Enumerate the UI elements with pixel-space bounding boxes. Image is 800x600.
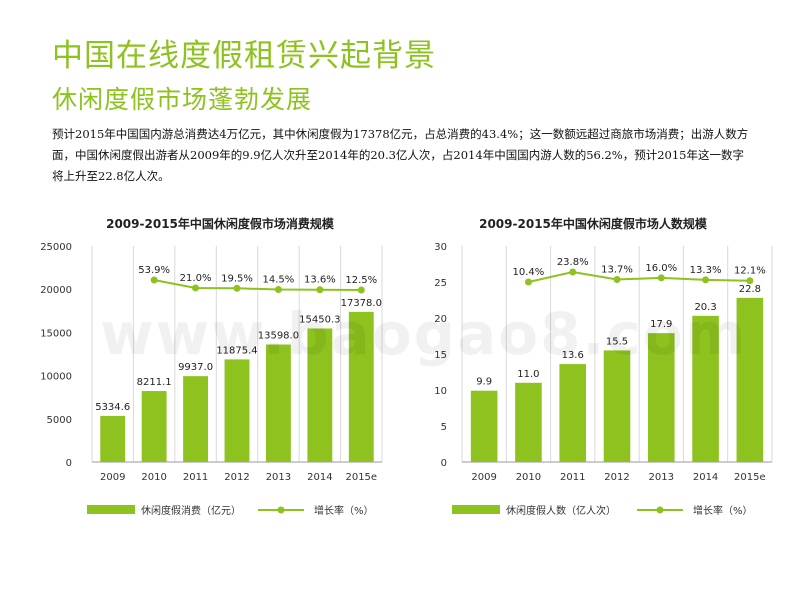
- x-tick-label: 2014: [307, 472, 332, 483]
- x-tick-label: 2011: [560, 472, 585, 483]
- bar-value-label: 5334.6: [95, 402, 130, 413]
- growth-point: [746, 277, 754, 285]
- chart-title: 2009-2015年中国休闲度假市场人数规模: [479, 216, 708, 231]
- growth-label: 16.0%: [645, 263, 677, 274]
- legend-line-marker: [656, 506, 664, 514]
- legend-line-label: 增长率（%）: [693, 504, 753, 517]
- chart-title: 2009-2015年中国休闲度假市场消费规模: [106, 216, 335, 231]
- legend-line-label: 增长率（%）: [314, 504, 374, 517]
- growth-label: 19.5%: [221, 273, 253, 284]
- y-tick-label: 30: [434, 242, 447, 253]
- growth-label: 21.0%: [180, 273, 212, 284]
- x-tick-label: 2015e: [345, 472, 377, 483]
- bar-value-label: 9937.0: [178, 362, 213, 373]
- y-tick-label: 25: [434, 278, 447, 289]
- bar-value-label: 17.9: [650, 319, 672, 330]
- y-tick-label: 5: [441, 422, 447, 433]
- bar-value-label: 11.0: [517, 369, 539, 380]
- growth-label: 53.9%: [138, 265, 170, 276]
- growth-point: [150, 276, 158, 284]
- growth-point: [357, 286, 365, 294]
- bar: [100, 415, 126, 462]
- bar-value-label: 20.3: [694, 302, 716, 313]
- y-tick-label: 15000: [40, 328, 72, 339]
- legend-bar-swatch: [87, 505, 135, 514]
- x-tick-label: 2014: [693, 472, 718, 483]
- bar: [470, 390, 498, 462]
- growth-point: [524, 278, 532, 286]
- bar: [307, 328, 333, 462]
- y-tick-label: 20: [434, 314, 447, 325]
- y-tick-label: 5000: [47, 415, 72, 426]
- growth-point: [192, 284, 200, 292]
- bar-value-label: 9.9: [476, 377, 492, 388]
- page-title: 中国在线度假租赁兴起背景: [52, 38, 436, 74]
- growth-label: 14.5%: [263, 275, 295, 286]
- x-tick-label: 2009: [471, 472, 496, 483]
- bar: [348, 311, 374, 462]
- bar-value-label: 13.6: [562, 350, 584, 361]
- bar: [141, 391, 167, 462]
- bar: [603, 350, 631, 462]
- legend-line-marker: [277, 506, 285, 514]
- growth-point: [233, 284, 241, 292]
- page-subtitle: 休闲度假市场蓬勃发展: [52, 85, 313, 114]
- x-tick-label: 2010: [516, 472, 541, 483]
- bar: [692, 315, 719, 462]
- bar-value-label: 8211.1: [137, 377, 172, 388]
- growth-point: [569, 268, 577, 276]
- y-tick-label: 10000: [40, 372, 72, 383]
- growth-label: 13.6%: [304, 275, 336, 286]
- watermark: www.baogao8.com: [100, 300, 748, 368]
- growth-label: 12.1%: [734, 266, 766, 277]
- bar-value-label: 17378.0: [341, 298, 382, 309]
- legend-bar-label: 休闲度假人数（亿人次）: [506, 504, 616, 517]
- x-tick-label: 2015e: [734, 472, 766, 483]
- bar: [224, 359, 250, 462]
- growth-label: 10.4%: [513, 267, 545, 278]
- x-tick-label: 2009: [100, 472, 125, 483]
- growth-point: [702, 276, 710, 284]
- growth-line: [153, 279, 362, 291]
- bar: [515, 382, 542, 462]
- y-tick-label: 20000: [40, 285, 72, 296]
- x-tick-label: 2012: [224, 472, 249, 483]
- x-tick-label: 2011: [183, 472, 208, 483]
- growth-line: [528, 270, 750, 283]
- growth-label: 13.7%: [601, 265, 633, 276]
- bar: [559, 364, 586, 462]
- growth-point: [274, 286, 282, 294]
- y-tick-label: 0: [441, 458, 447, 469]
- bar-value-label: 15450.3: [299, 315, 340, 326]
- bar-value-label: 13598.0: [258, 331, 299, 342]
- consumption-chart: 2009-2015年中国休闲度假市场消费规模 0 5000 10000 15000 200…: [40, 216, 383, 517]
- y-tick-label: 15: [434, 350, 447, 361]
- growth-label: 23.8%: [557, 257, 589, 268]
- bar-value-label: 11875.4: [216, 345, 257, 356]
- bar-value-label: 22.8: [739, 284, 761, 295]
- bar: [736, 297, 764, 462]
- bar: [183, 376, 208, 462]
- visitors-chart: 2009-2015年中国休闲度假市场人数规模 0 5 10 15 20 25 30 9.9 11.…: [434, 216, 773, 517]
- growth-point: [613, 276, 621, 284]
- bar-value-label: 15.5: [606, 336, 628, 347]
- growth-point: [657, 274, 665, 282]
- x-tick-label: 2012: [604, 472, 629, 483]
- growth-label: 13.3%: [690, 265, 722, 276]
- bar: [648, 333, 675, 462]
- y-tick-label: 0: [66, 458, 72, 469]
- y-tick-label: 25000: [40, 242, 72, 253]
- x-tick-label: 2010: [141, 472, 166, 483]
- growth-point: [316, 286, 324, 294]
- bar: [266, 344, 291, 462]
- x-tick-label: 2013: [649, 472, 674, 483]
- legend-bar-swatch: [452, 505, 500, 514]
- intro-paragraph: 预计2015年中国国内游总消费达4万亿元，其中休闲度假为17378亿元，占总消费…: [52, 127, 749, 183]
- x-tick-label: 2013: [266, 472, 291, 483]
- legend-bar-label: 休闲度假消费（亿元）: [141, 504, 241, 517]
- y-tick-label: 10: [434, 386, 447, 397]
- growth-label: 12.5%: [345, 275, 377, 286]
